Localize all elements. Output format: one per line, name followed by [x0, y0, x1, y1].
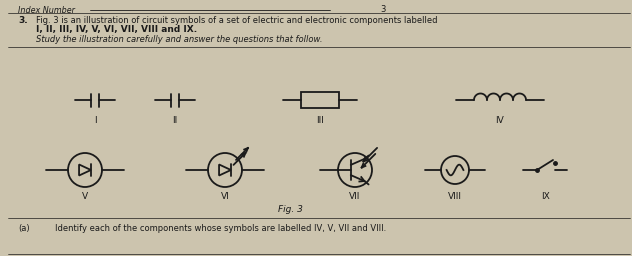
- Text: VII: VII: [349, 192, 361, 201]
- Text: Study the illustration carefully and answer the questions that follow.: Study the illustration carefully and ans…: [36, 35, 322, 44]
- Text: IV: IV: [495, 116, 504, 125]
- Text: I: I: [94, 116, 96, 125]
- Text: 3: 3: [380, 5, 386, 14]
- Text: Fig. 3: Fig. 3: [277, 205, 303, 214]
- Text: VIII: VIII: [448, 192, 462, 201]
- Text: VI: VI: [221, 192, 229, 201]
- Text: Identify each of the components whose symbols are labelled IV, V, VII and VIII.: Identify each of the components whose sy…: [55, 224, 386, 233]
- Text: (a): (a): [18, 224, 30, 233]
- Text: Index Number: Index Number: [18, 6, 75, 15]
- Text: V: V: [82, 192, 88, 201]
- Text: I, II, III, IV, V, VI, VII, VIII and IX.: I, II, III, IV, V, VI, VII, VIII and IX.: [36, 25, 197, 34]
- Text: III: III: [316, 116, 324, 125]
- Bar: [301, 92, 339, 108]
- Text: II: II: [173, 116, 178, 125]
- Text: IX: IX: [540, 192, 549, 201]
- Text: 3.: 3.: [18, 16, 28, 25]
- Text: Fig. 3 is an illustration of circuit symbols of a set of electric and electronic: Fig. 3 is an illustration of circuit sym…: [36, 16, 437, 25]
